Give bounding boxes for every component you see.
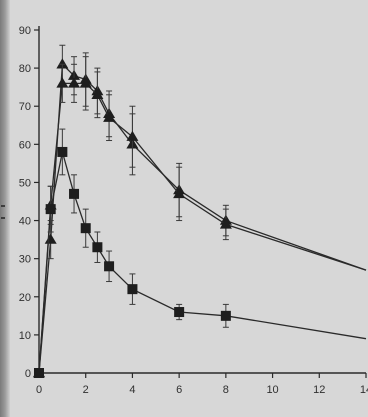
square-marker: [127, 284, 138, 295]
y-tick-label: 30: [19, 254, 31, 266]
square-marker: [45, 204, 56, 215]
y-tick-label: 60: [19, 139, 31, 151]
triangle-marker: [79, 77, 92, 88]
y-tick-label: 20: [19, 292, 31, 304]
triangle-marker: [91, 88, 104, 99]
triangle-marker: [219, 218, 232, 229]
x-tick-label: 12: [313, 384, 325, 396]
y-tick-label: 80: [19, 63, 31, 75]
triangle-marker: [44, 233, 57, 244]
y-tick-label: 70: [19, 101, 31, 113]
x-tick-label: 0: [36, 384, 42, 396]
square-marker: [174, 307, 185, 318]
x-tick-label: 4: [129, 384, 135, 396]
x-tick-label: 6: [176, 384, 182, 396]
y-tick-label: 10: [19, 330, 31, 342]
triangle-marker: [103, 111, 116, 122]
triangle-marker: [68, 77, 80, 88]
series-line: [38, 62, 367, 374]
square-marker: [220, 310, 231, 321]
y-tick-label: 40: [19, 216, 31, 228]
square-marker: [80, 223, 91, 234]
series-line: [38, 151, 367, 374]
left-edge-strip: [0, 0, 10, 417]
triangle-marker: [173, 187, 186, 199]
square-marker: [34, 368, 44, 378]
y-tick-label: 0: [25, 368, 31, 380]
y-tick-label: 90: [19, 25, 31, 37]
square-marker: [92, 242, 103, 253]
edge-mark: [1, 217, 5, 219]
triangle-marker: [56, 58, 69, 69]
x-tick-label: 10: [266, 384, 278, 396]
square-marker: [69, 188, 80, 199]
edge-mark: [1, 205, 5, 207]
triangle-marker: [126, 130, 139, 141]
x-tick-label: 8: [223, 384, 229, 396]
x-tick-label: 2: [83, 384, 89, 396]
x-tick-label: 14: [360, 384, 368, 396]
square-marker: [104, 261, 115, 272]
square-marker: [57, 146, 68, 157]
y-tick-label: 50: [19, 177, 31, 189]
triangle-marker: [56, 77, 69, 88]
